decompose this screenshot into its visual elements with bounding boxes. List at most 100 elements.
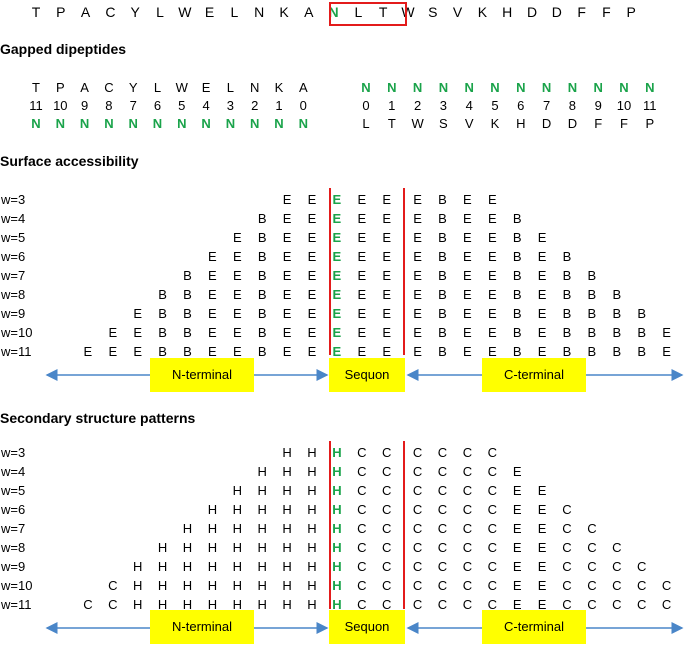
grid-cell: E [537, 521, 547, 536]
sequence-residue: P [56, 4, 66, 20]
grid-cell: C [612, 597, 622, 612]
grid-cell: H [332, 502, 342, 517]
grid-cell: H [282, 483, 292, 498]
grid-cell: C [462, 483, 473, 498]
grid-cell: B [562, 325, 572, 340]
grid-cell: E [332, 192, 342, 207]
grid-cell: E [537, 325, 547, 340]
grid-cell: C [636, 578, 647, 593]
grid-cell: B [512, 325, 522, 340]
grid-cell: C [412, 521, 423, 536]
right-n: N [412, 80, 423, 95]
grid-cell: H [182, 540, 193, 555]
grid-cell: C [487, 559, 497, 574]
grid-cell: B [257, 249, 267, 264]
grid-cell: H [207, 578, 218, 593]
grid-cell: H [207, 502, 218, 517]
grid-cell: C [487, 540, 497, 555]
grid-cell: E [357, 268, 367, 283]
window-label: w=4 [1, 464, 26, 479]
left-residue: Y [128, 80, 138, 95]
grid-cell: E [382, 192, 392, 207]
grid-cell: E [282, 249, 292, 264]
grid-cell: E [232, 249, 242, 264]
grid-cell: E [382, 268, 392, 283]
grid-cell: E [382, 306, 392, 321]
grid-cell: B [257, 306, 267, 321]
right-number: 1 [388, 98, 396, 113]
grid-cell: E [512, 502, 522, 517]
grid-cell: C [108, 578, 118, 593]
grid-cell: B [257, 211, 267, 226]
right-number: 9 [594, 98, 602, 113]
grid-cell: C [487, 502, 497, 517]
grid-cell: E [537, 502, 547, 517]
grid-cell: E [232, 268, 242, 283]
grid-cell: B [637, 306, 647, 321]
grid-cell: C [381, 578, 392, 593]
grid-cell: E [382, 211, 392, 226]
right-residue: L [362, 116, 370, 131]
grid-cell: C [587, 559, 597, 574]
window-label: w=8 [1, 287, 26, 302]
grid-cell: B [438, 306, 447, 321]
grid-cell: B [257, 268, 267, 283]
grid-cell: H [157, 559, 168, 574]
sequence-residue: A [80, 4, 91, 20]
window-label: w=6 [1, 249, 26, 264]
grid-cell: E [662, 344, 671, 359]
sequence-residue: H [502, 4, 513, 20]
right-residue: T [387, 116, 396, 131]
grid-cell: C [562, 559, 572, 574]
left-residue: E [201, 80, 211, 95]
grid-cell: E [463, 344, 472, 359]
left-n: N [31, 116, 41, 131]
grid-cell: E [413, 268, 422, 283]
left-n: N [225, 116, 236, 131]
left-n: N [55, 116, 65, 131]
grid-cell: B [183, 287, 192, 302]
grid-cell: H [232, 540, 242, 555]
grid-cell: B [562, 344, 572, 359]
sequence-residue: F [602, 4, 611, 20]
grid-cell: B [562, 249, 572, 264]
grid-cell: B [512, 230, 522, 245]
sequence-residue: K [477, 4, 488, 20]
grid-cell: E [282, 192, 292, 207]
grid-cell: C [462, 540, 473, 555]
grid-cell: C [357, 464, 367, 479]
grid-cell: H [207, 597, 218, 612]
grid-cell: E [208, 287, 217, 302]
grid-cell: B [637, 344, 647, 359]
grid-cell: C [462, 597, 473, 612]
grid-cell: H [332, 597, 342, 612]
grid-cell: H [232, 578, 242, 593]
grid-cell: E [307, 249, 317, 264]
right-n: N [361, 80, 371, 95]
grid-cell: C [357, 559, 367, 574]
grid-cell: H [132, 578, 143, 593]
left-number: 5 [178, 98, 186, 113]
right-n: N [619, 80, 629, 95]
grid-cell: C [487, 578, 497, 593]
right-residue: W [411, 116, 424, 131]
grid-cell: H [182, 597, 193, 612]
grid-cell: E [332, 344, 342, 359]
grid-cell: C [437, 483, 448, 498]
grid-cell: C [412, 540, 423, 555]
grid-cell: H [307, 540, 317, 555]
grid-cell: B [257, 230, 267, 245]
grid-cell: B [438, 230, 447, 245]
sequence-residue: C [105, 4, 116, 20]
grid-cell: E [463, 230, 472, 245]
right-number: 4 [465, 98, 473, 113]
right-residue: V [464, 116, 474, 131]
grid-cell: B [158, 287, 167, 302]
grid-cell: C [108, 597, 118, 612]
sequence-residue: E [204, 4, 215, 20]
grid-cell: E [413, 211, 422, 226]
grid-cell: B [257, 325, 267, 340]
grid-cell: H [307, 502, 317, 517]
grid-cell: E [282, 268, 292, 283]
